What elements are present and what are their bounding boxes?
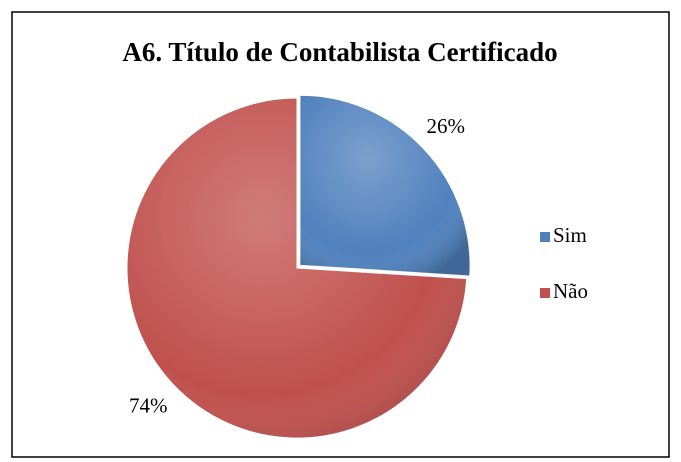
legend-label: Sim — [553, 223, 587, 247]
legend-swatch — [540, 232, 550, 242]
chart-title: A6. Título de Contabilista Certificado — [122, 37, 557, 67]
data-label: 74% — [129, 393, 168, 417]
data-label: 26% — [426, 114, 465, 138]
legend-label: Não — [553, 279, 588, 303]
legend-swatch — [540, 288, 550, 298]
